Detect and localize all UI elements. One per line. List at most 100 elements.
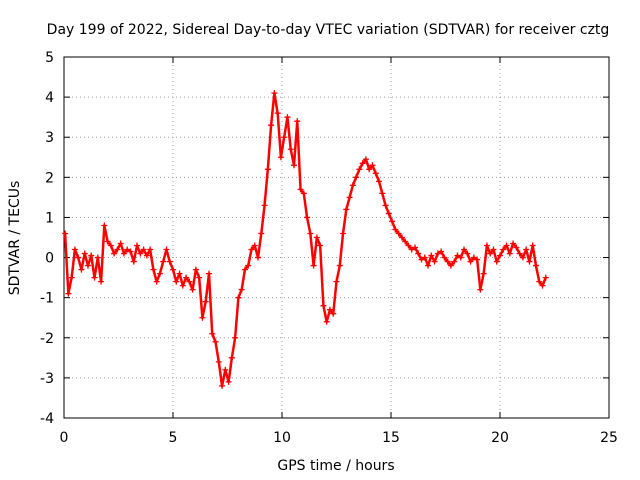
y-axis-label: SDTVAR / TECUs: [7, 181, 23, 296]
y-tick-label: -2: [40, 331, 54, 347]
data-trace-segment: [168, 260, 175, 271]
x-axis-label: GPS time / hours: [277, 458, 394, 474]
data-trace-segment: [348, 184, 355, 199]
data-trace-segment: [466, 252, 472, 263]
data-trace-segment: [426, 254, 433, 267]
plot-frame: [63, 56, 610, 419]
data-trace-segment: [67, 276, 73, 295]
data-trace-segment: [63, 232, 70, 295]
y-tick-label: 1: [45, 210, 54, 226]
data-trace-segment: [384, 204, 391, 215]
data-trace-segment: [233, 296, 240, 340]
data-trace-segment: [135, 244, 142, 255]
data-trace-segment: [266, 123, 273, 171]
y-tick-label: 0: [45, 251, 54, 267]
y-tick-label: 2: [45, 170, 54, 186]
data-trace-segment: [210, 332, 217, 344]
data-trace-segment: [534, 264, 541, 283]
data-trace-segment: [256, 232, 263, 259]
x-tick-label: 0: [60, 430, 69, 446]
data-trace-segment: [73, 248, 80, 259]
data-points: [62, 90, 549, 389]
data-trace-segment: [171, 268, 178, 283]
data-trace-segment: [479, 272, 485, 291]
data-trace-segment: [178, 272, 185, 287]
data-trace-segment: [482, 244, 489, 275]
y-tick-label: -3: [40, 371, 54, 387]
data-trace-segment: [103, 224, 109, 243]
data-trace-segment: [345, 196, 351, 211]
data-trace-segment: [541, 276, 548, 287]
data-trace-segment: [148, 248, 155, 271]
data-trace-segment: [181, 276, 188, 287]
data-trace-segment: [269, 91, 276, 127]
data-trace-segment: [371, 164, 377, 175]
data-trace-segment: [99, 224, 106, 283]
y-tick-label: -1: [40, 291, 54, 307]
data-trace-segment: [119, 242, 126, 255]
data-trace-segment: [286, 115, 292, 151]
data-trace-segment: [364, 158, 371, 171]
x-tick-label: 15: [382, 430, 400, 446]
data-trace-segment: [197, 276, 204, 319]
data-trace-segment: [230, 336, 237, 360]
data-trace-segment: [390, 220, 397, 231]
data-trace-segment: [237, 288, 243, 299]
data-trace-segment: [492, 248, 498, 263]
data-trace-segment: [338, 232, 345, 267]
x-tick-label: 10: [273, 430, 291, 446]
y-tick-label: 4: [45, 90, 54, 106]
data-trace-segment: [194, 268, 201, 279]
x-tick-label: 5: [169, 430, 178, 446]
data-trace-segment: [207, 272, 214, 336]
data-trace-segment: [165, 248, 171, 263]
grid: [64, 57, 609, 418]
data-trace-segment: [70, 248, 77, 279]
data-trace-segment: [158, 260, 165, 275]
data-trace-segment: [312, 236, 319, 267]
data-trace-segment: [132, 244, 139, 263]
axis-ticks: 0 5 10 15 20 25 -4 -3 -2 -1 0 1 2 3 4 5: [40, 50, 618, 446]
data-trace-segment: [508, 242, 515, 255]
y-tick-label: 3: [45, 130, 54, 146]
data-trace-segment: [531, 244, 538, 267]
y-tick-label: -4: [40, 411, 54, 427]
x-tick-label: 25: [600, 430, 618, 446]
data-trace-segment: [305, 216, 312, 235]
data-trace-segment: [331, 280, 338, 315]
data-trace-segment: [433, 252, 440, 263]
chart-title: Day 199 of 2022, Sidereal Day-to-day VTE…: [47, 22, 610, 38]
data-trace-segment: [214, 340, 221, 364]
data-trace-segment: [387, 212, 394, 223]
data-trace-segment: [325, 308, 332, 323]
data-trace-segment: [217, 360, 224, 388]
data-trace-segment: [335, 264, 342, 283]
data-trace-segment: [374, 172, 381, 183]
data-trace-segment: [263, 168, 270, 207]
data-trace-segment: [191, 268, 198, 291]
data-trace-segment: [227, 356, 234, 384]
data-trace-segment: [240, 268, 247, 291]
data-trace-segment: [155, 272, 162, 283]
data-trace-segment: [351, 176, 358, 187]
data-trace-segment: [260, 204, 266, 235]
data-trace-segment: [475, 258, 482, 291]
data-trace-segment: [273, 91, 279, 115]
data-trace-segment: [201, 300, 207, 319]
y-tick-label: 5: [45, 50, 54, 66]
data-trace-segment: [318, 244, 325, 307]
data-trace-segment: [459, 248, 466, 259]
data-trace-segment: [354, 168, 361, 179]
data-trace-segment: [279, 135, 286, 159]
data-trace-segment: [315, 236, 322, 247]
x-tick-label: 20: [491, 430, 509, 446]
data-trace-segment: [302, 192, 309, 219]
data-trace-segment: [276, 111, 283, 159]
data-trace-segment: [152, 268, 158, 283]
data-trace-segment: [296, 119, 302, 191]
data-trace-segment: [109, 244, 116, 255]
data-trace-segment: [381, 192, 387, 207]
data-trace-segment: [485, 244, 492, 255]
data-trace-segment: [341, 208, 348, 235]
